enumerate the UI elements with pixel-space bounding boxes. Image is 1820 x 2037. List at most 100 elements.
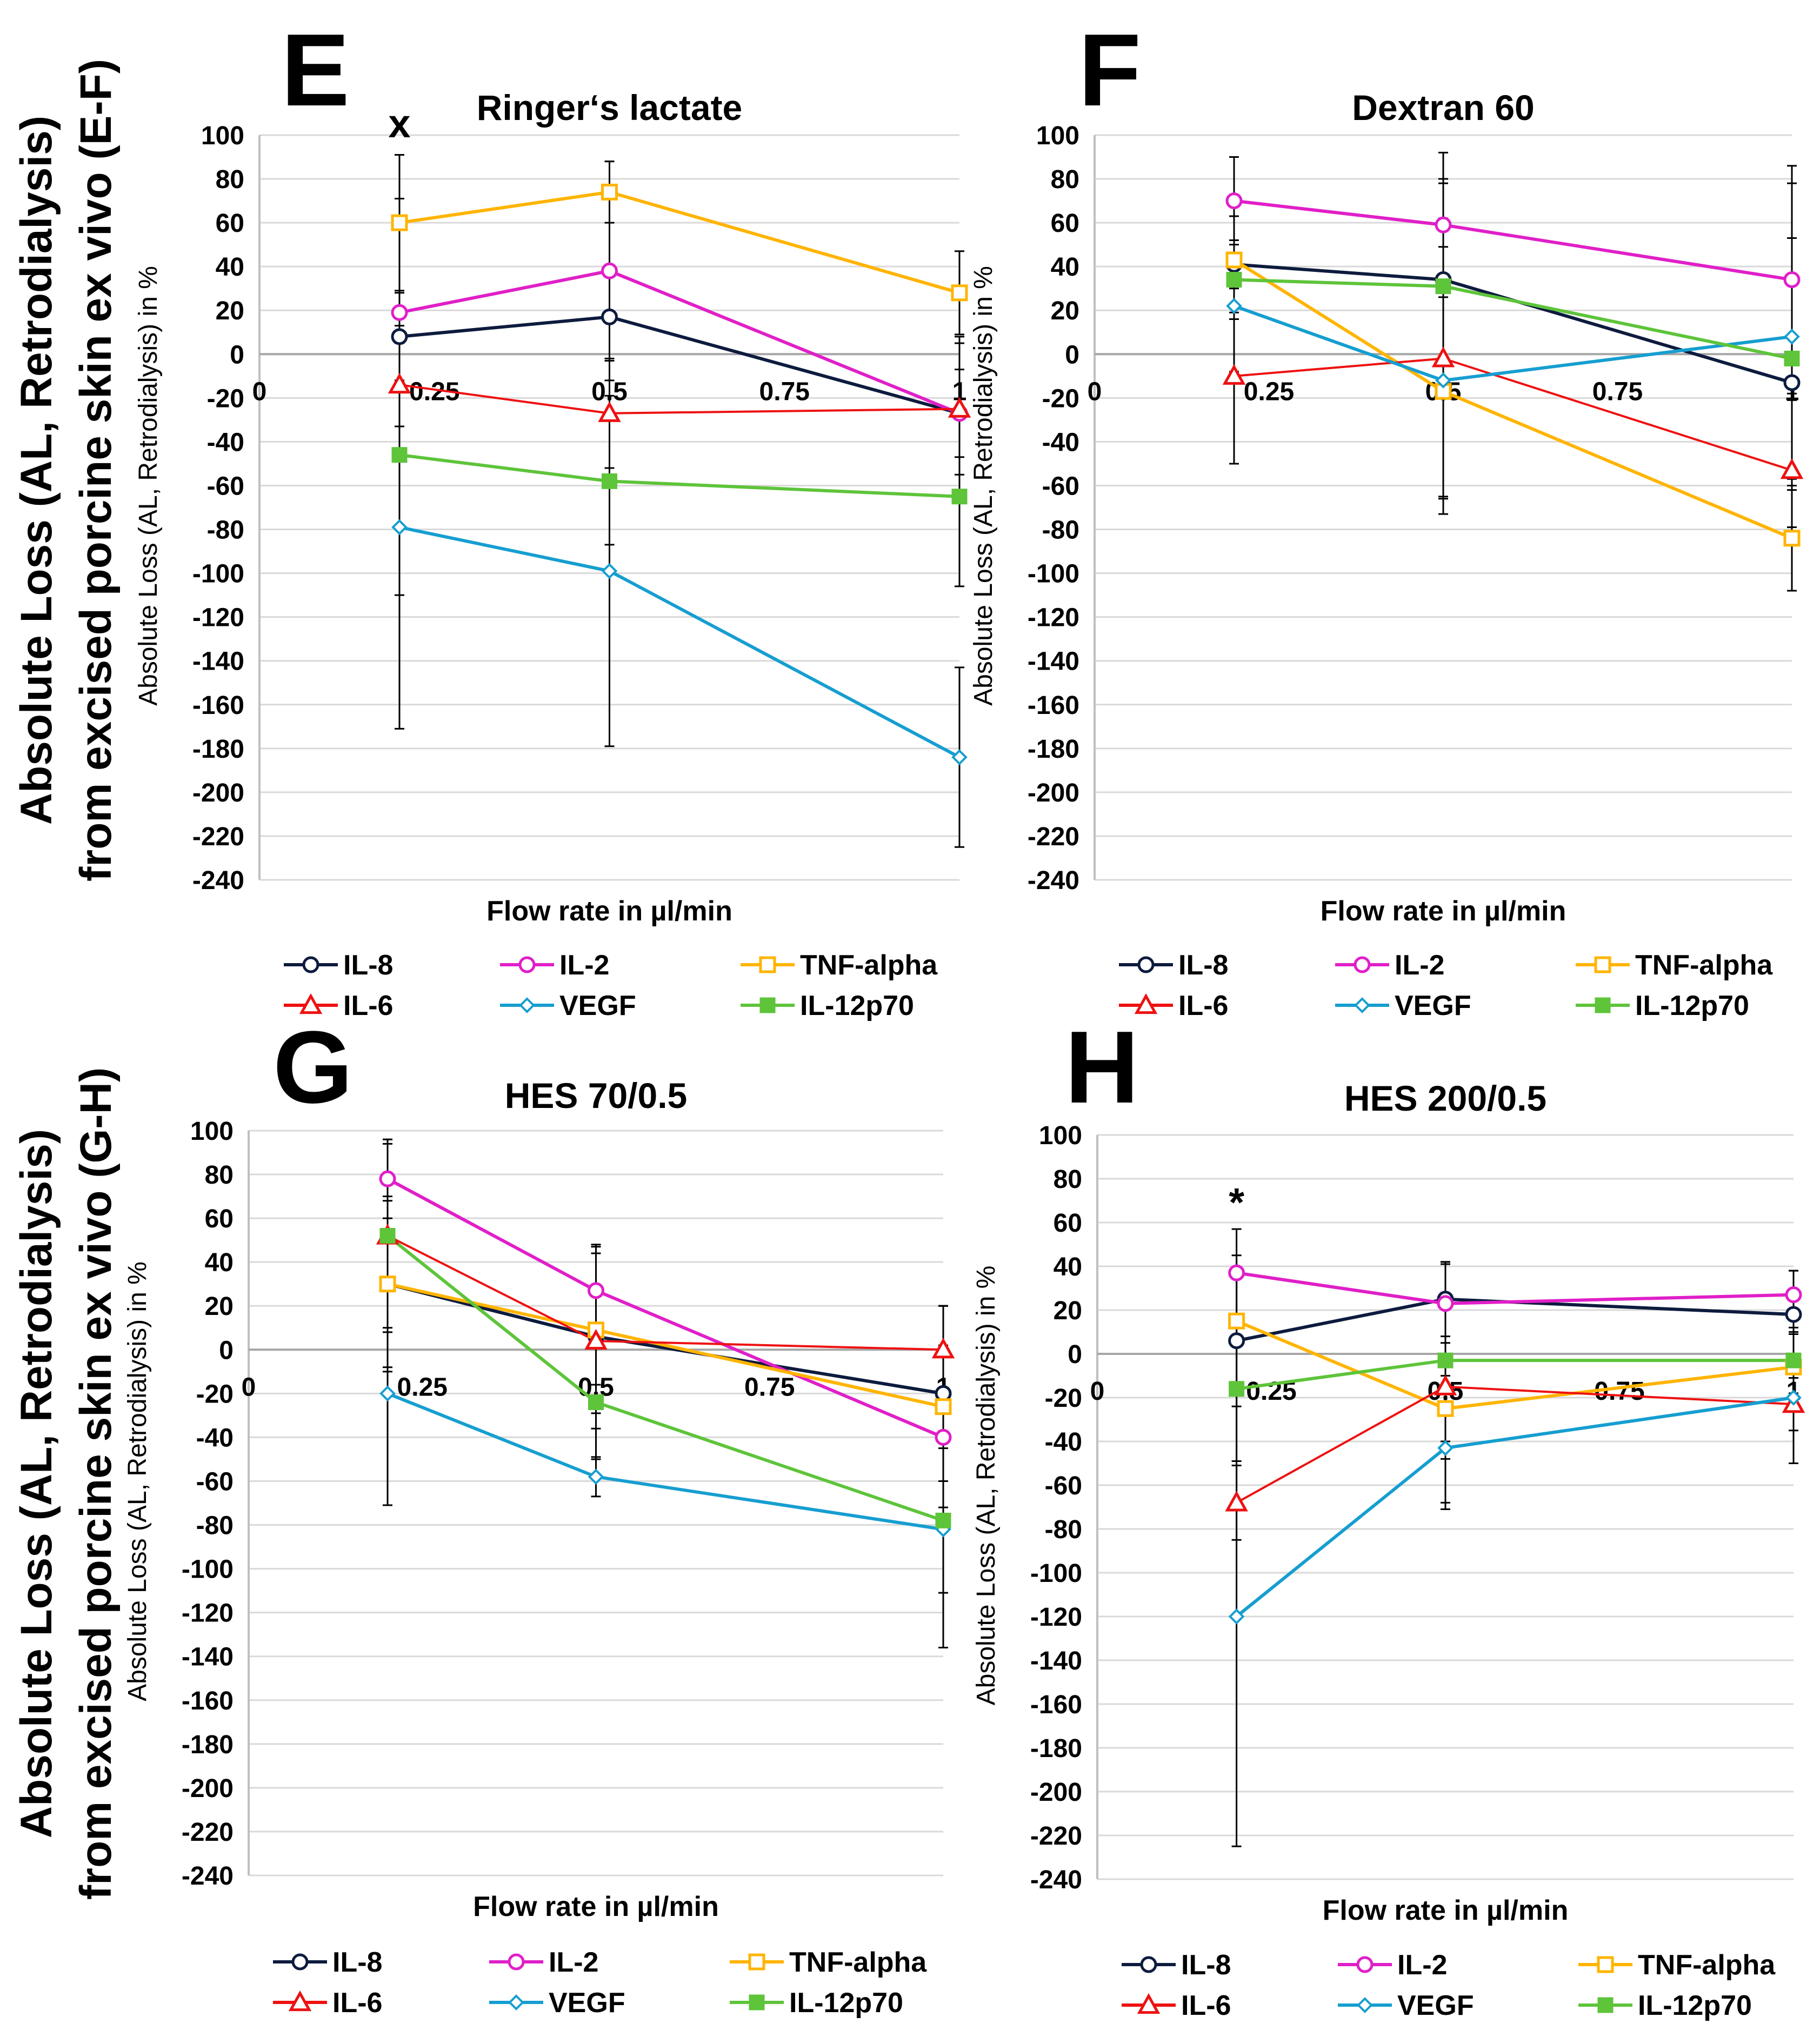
y-tick-label: -160 <box>1030 1691 1082 1719</box>
legend-marker-il-8 <box>291 1953 309 1971</box>
data-point-il-2 <box>1228 1264 1245 1281</box>
y-tick-label: -240 <box>192 866 244 895</box>
y-tick-label: -180 <box>1030 1734 1082 1763</box>
legend-label-tnf-alpha: TNF-alpha <box>800 950 938 981</box>
y-tick-label: 60 <box>205 1205 234 1233</box>
data-point-il-6 <box>1434 1374 1457 1395</box>
significance-mark: x <box>388 101 410 146</box>
legend-marker-vegf <box>508 1994 524 2011</box>
y-tick-label: -80 <box>1042 516 1079 545</box>
y-tick-label: -140 <box>192 647 244 676</box>
legend-marker-il-8 <box>302 956 319 973</box>
legend-label-il-2: IL-2 <box>549 1947 598 1978</box>
legend-label-tnf-alpha: TNF-alpha <box>789 1947 927 1978</box>
legend-label-il-8: IL-8 <box>1181 1949 1231 1981</box>
data-point-vegf <box>1437 1440 1454 1456</box>
series-line-il-6 <box>1234 357 1792 472</box>
y-tick-label: -100 <box>1030 1559 1082 1588</box>
x-tick-label: 0.25 <box>397 1373 448 1401</box>
data-point-il-2 <box>935 1428 952 1446</box>
legend-label-il-6: IL-6 <box>332 1987 382 2019</box>
legend-marker-il-8 <box>1137 956 1155 973</box>
legend-label-il-2: IL-2 <box>1395 950 1444 981</box>
legend-marker-vegf <box>1357 1997 1373 2013</box>
row-ylabel-top: Absolute Loss (AL, Retrodialysis) from e… <box>12 59 121 881</box>
legend-label-vegf: VEGF <box>559 990 636 1021</box>
y-tick-label: -40 <box>1042 428 1079 457</box>
y-tick-label: -40 <box>207 428 244 457</box>
y-tick-label: -60 <box>207 472 244 500</box>
data-point-il-8 <box>601 308 618 325</box>
y-tick-label: -240 <box>182 1862 234 1891</box>
legend-label-vegf: VEGF <box>1397 1990 1474 2021</box>
y-axis-label: Absolute Loss (AL, Retrodialysis) in % <box>123 1261 152 1701</box>
y-tick-label: -20 <box>196 1380 234 1408</box>
series-line-tnf-alpha <box>1236 1319 1794 1411</box>
legend-marker-tnf-alpha <box>748 1953 765 1971</box>
data-point-tnf-alpha <box>379 1275 396 1293</box>
data-point-il-2 <box>1225 192 1243 210</box>
legend-marker-tnf-alpha <box>1594 956 1611 973</box>
y-tick-label: -240 <box>1028 866 1079 895</box>
y-tick-label: 0 <box>1065 340 1079 369</box>
legend-marker-tnf-alpha <box>759 956 776 973</box>
y-tick-label: -160 <box>192 691 244 720</box>
legend-marker-vegf <box>519 997 535 1013</box>
y-tick-label: -180 <box>192 735 244 764</box>
y-tick-label: -180 <box>182 1731 234 1759</box>
y-tick-label: 20 <box>216 297 244 325</box>
series-line-vegf <box>386 1392 944 1531</box>
y-axis-label: Absolute Loss (AL, Retrodialysis) in % <box>972 1266 1001 1706</box>
y-tick-label: 40 <box>205 1248 234 1277</box>
data-point-il-12p70 <box>1437 1352 1454 1368</box>
y-tick-label: 40 <box>216 253 244 282</box>
legend-marker-il-2 <box>518 956 536 973</box>
data-point-il-8 <box>1785 1306 1802 1323</box>
x-tick-label: 0 <box>242 1373 256 1401</box>
y-tick-label: -180 <box>1028 735 1079 764</box>
y-tick-label: 60 <box>1054 1209 1082 1238</box>
legend-label-il-12p70: IL-12p70 <box>1635 990 1749 1021</box>
row-ylabel-bottom-line2: from excised porcine skin ex vivo (G-H) <box>71 1067 121 1900</box>
legend-marker-il-12p70 <box>1595 997 1611 1013</box>
data-point-vegf <box>1784 329 1800 345</box>
y-tick-label: 100 <box>201 122 244 150</box>
series-line-il-6 <box>387 1234 944 1351</box>
y-tick-label: -220 <box>192 823 244 851</box>
data-point-il-2 <box>1437 1295 1454 1312</box>
legend-marker-il-12p70 <box>759 997 776 1013</box>
legend-marker-vegf <box>1354 997 1370 1013</box>
data-point-il-6 <box>931 1338 955 1359</box>
y-tick-label: -240 <box>1030 1866 1082 1894</box>
x-tick-label: 0 <box>1088 377 1102 406</box>
x-axis-label: Flow rate in µl/min <box>473 1891 719 1922</box>
chart-title: Ringer‘s lactate <box>477 88 743 128</box>
y-tick-label: 20 <box>1051 297 1079 325</box>
y-tick-label: 60 <box>1051 209 1079 238</box>
data-point-il-12p70 <box>935 1512 951 1528</box>
y-tick-label: -60 <box>196 1467 234 1496</box>
data-point-il-6 <box>1780 458 1804 479</box>
y-tick-label: -120 <box>1030 1603 1082 1632</box>
data-point-il-6 <box>584 1328 608 1350</box>
y-tick-label: -200 <box>192 779 244 807</box>
x-tick-label: 0 <box>252 377 267 406</box>
series-line-il-8 <box>399 315 960 415</box>
y-tick-label: -200 <box>182 1774 234 1803</box>
data-point-il-12p70 <box>951 489 968 505</box>
legend-label-il-12p70: IL-12p70 <box>789 1987 903 2019</box>
y-tick-label: 0 <box>1068 1340 1082 1369</box>
y-tick-label: 80 <box>216 165 244 194</box>
x-tick-label: 0.75 <box>1592 377 1643 406</box>
series-line-vegf <box>399 525 961 759</box>
data-point-il-6 <box>948 397 971 418</box>
y-tick-label: 100 <box>1036 122 1079 150</box>
series-line-vegf <box>1235 1396 1794 1618</box>
y-tick-label: -140 <box>1030 1647 1082 1675</box>
y-tick-label: -160 <box>1028 691 1079 720</box>
y-tick-label: -60 <box>1042 472 1079 500</box>
data-point-vegf <box>379 1385 396 1402</box>
y-tick-label: -120 <box>1028 604 1079 632</box>
legend-label-tnf-alpha: TNF-alpha <box>1635 950 1773 981</box>
